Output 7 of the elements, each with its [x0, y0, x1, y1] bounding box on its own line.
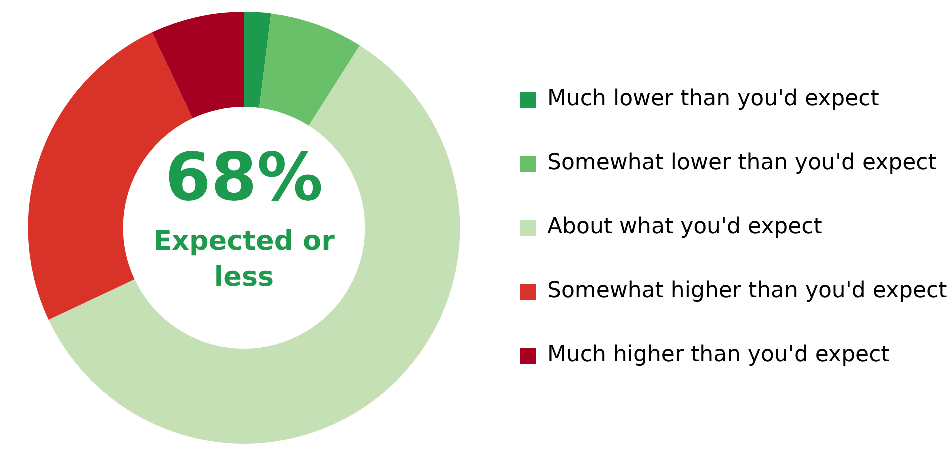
text: 68% [165, 139, 324, 216]
legend-label: Somewhat higher than you'd expect [548, 278, 947, 304]
legend-label: About what you'd expect [548, 214, 823, 240]
legend-label: Much higher than you'd expect [548, 342, 890, 368]
legend-label: Somewhat lower than you'd expect [548, 150, 938, 176]
legend-label: Much lower than you'd expect [548, 86, 880, 112]
text: Expected or less [154, 226, 336, 294]
